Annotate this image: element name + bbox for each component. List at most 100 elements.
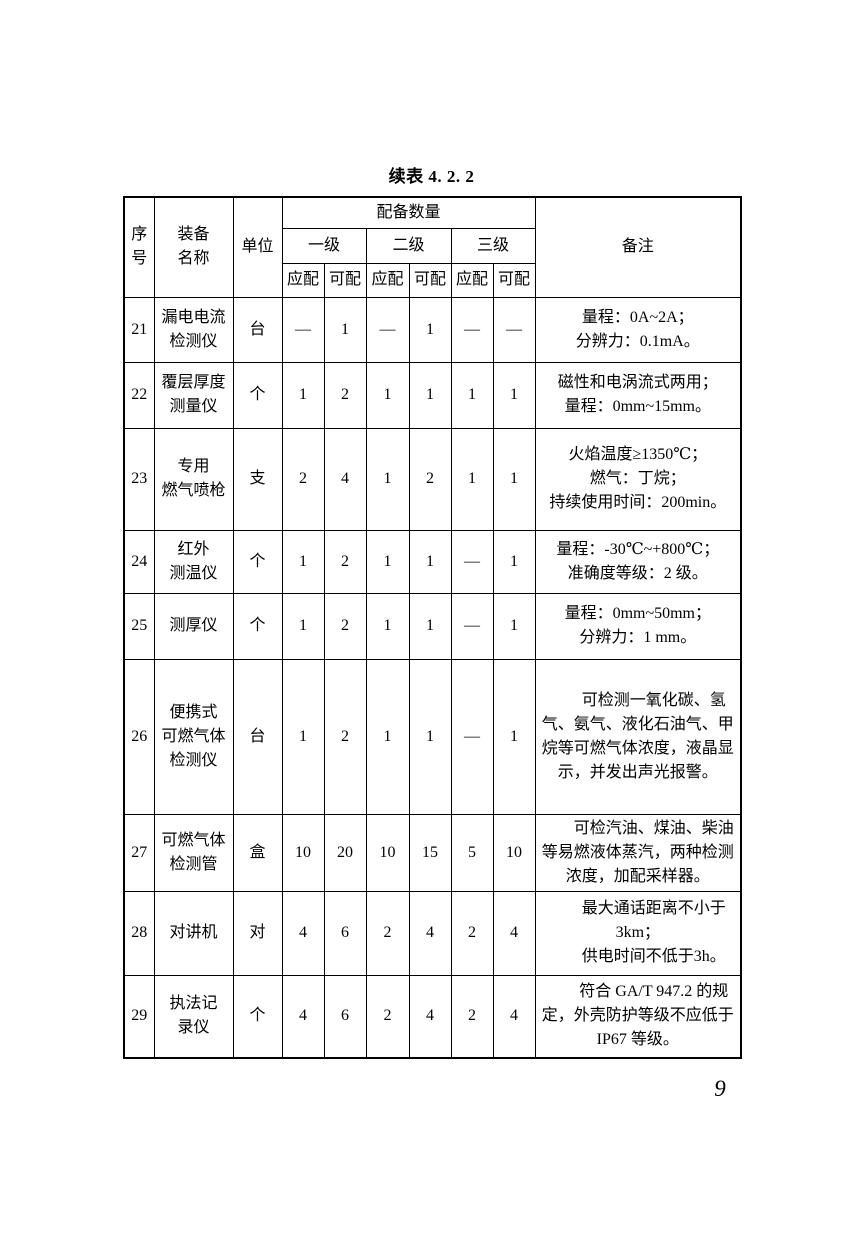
qty-cell: 2 xyxy=(450,890,494,976)
remark-cell: 量程：0A~2A； 分辨力：0.1mA。 xyxy=(534,296,742,363)
qty-cell: 1 xyxy=(492,361,536,429)
qty-cell: — xyxy=(365,296,410,363)
qty-cell: 1 xyxy=(492,427,536,531)
table-row: 28 对讲机 对 4 6 2 4 2 4 最大通话距离不小于3km； 供电时间不… xyxy=(123,890,742,976)
qty-cell: 10 xyxy=(365,813,410,892)
unit-cell: 盒 xyxy=(232,813,283,892)
header-row-1: 序 号 装备 名称 单位 配备数量 备注 xyxy=(123,196,742,298)
table-row: 26 便携式 可燃气体 检测仪 台 1 2 1 1 — 1 可检测一氧化碳、氢气… xyxy=(123,658,742,815)
remark-cell: 火焰温度≥1350℃； 燃气：丁烷； 持续使用时间：200min。 xyxy=(534,427,742,531)
remark-cell: 磁性和电涡流式两用； 量程：0mm~15mm。 xyxy=(534,361,742,429)
col-header-sub-0: 应配 xyxy=(281,262,325,298)
qty-cell: 1 xyxy=(281,529,325,594)
qty-cell: 2 xyxy=(323,592,367,660)
qty-cell: — xyxy=(450,592,494,660)
qty-cell: — xyxy=(492,296,536,363)
qty-cell: 4 xyxy=(281,974,325,1059)
col-header-sub-1: 可配 xyxy=(323,262,367,298)
qty-cell: 6 xyxy=(323,890,367,976)
col-header-level-3: 三级 xyxy=(450,227,536,264)
unit-cell: 台 xyxy=(232,658,283,815)
row-no-cell: 22 xyxy=(123,361,155,429)
qty-cell: 2 xyxy=(323,658,367,815)
table-title: 续表 4. 2. 2 xyxy=(388,167,475,186)
qty-cell: 1 xyxy=(365,658,410,815)
col-header-sub-4: 应配 xyxy=(450,262,494,298)
qty-cell: 1 xyxy=(323,296,367,363)
qty-cell: 4 xyxy=(492,974,536,1059)
remark-cell: 量程：0mm~50mm； 分辨力：1 mm。 xyxy=(534,592,742,660)
table-row: 24 红外 测温仪 个 1 2 1 1 — 1 量程：-30℃~+800℃； 准… xyxy=(123,529,742,594)
qty-cell: 4 xyxy=(492,890,536,976)
qty-cell: 4 xyxy=(281,890,325,976)
qty-cell: 15 xyxy=(408,813,452,892)
row-no-cell: 23 xyxy=(123,427,155,531)
remark-cell: 符合 GA/T 947.2 的规定，外壳防护等级不应低于 IP67 等级。 xyxy=(534,974,742,1059)
qty-cell: 1 xyxy=(408,361,452,429)
remark-cell: 可检测一氧化碳、氢气、氨气、液化石油气、甲烷等可燃气体浓度，液晶显示，并发出声光… xyxy=(534,658,742,815)
table-row: 23 专用 燃气喷枪 支 2 4 1 2 1 1 火焰温度≥1350℃； 燃气：… xyxy=(123,427,742,531)
qty-cell: 1 xyxy=(365,529,410,594)
qty-cell: 4 xyxy=(323,427,367,531)
col-header-sub-5: 可配 xyxy=(492,262,536,298)
qty-cell: 4 xyxy=(408,974,452,1059)
qty-cell: 1 xyxy=(281,592,325,660)
qty-cell: 5 xyxy=(450,813,494,892)
unit-cell: 台 xyxy=(232,296,283,363)
row-no-cell: 21 xyxy=(123,296,155,363)
qty-cell: 1 xyxy=(408,296,452,363)
equipment-name-cell: 执法记 录仪 xyxy=(153,974,234,1059)
qty-cell: 2 xyxy=(323,529,367,594)
col-header-no: 序 号 xyxy=(123,196,155,298)
unit-cell: 个 xyxy=(232,974,283,1059)
table-row: 29 执法记 录仪 个 4 6 2 4 2 4 符合 GA/T 947.2 的规… xyxy=(123,974,742,1059)
qty-cell: — xyxy=(450,529,494,594)
qty-cell: 1 xyxy=(492,592,536,660)
equipment-name-cell: 测厚仪 xyxy=(153,592,234,660)
qty-cell: — xyxy=(450,296,494,363)
qty-cell: 1 xyxy=(492,529,536,594)
row-no-cell: 26 xyxy=(123,658,155,815)
unit-cell: 个 xyxy=(232,529,283,594)
qty-cell: 2 xyxy=(323,361,367,429)
unit-cell: 个 xyxy=(232,592,283,660)
col-header-level-2: 二级 xyxy=(365,227,452,264)
remark-cell: 最大通话距离不小于3km； 供电时间不低于3h。 xyxy=(534,890,742,976)
qty-cell: 1 xyxy=(365,427,410,531)
col-header-sub-2: 应配 xyxy=(365,262,410,298)
unit-cell: 支 xyxy=(232,427,283,531)
row-no-cell: 24 xyxy=(123,529,155,594)
table-row: 22 覆层厚度 测量仪 个 1 2 1 1 1 1 磁性和电涡流式两用； 量程：… xyxy=(123,361,742,429)
page-number: 9 xyxy=(714,1076,726,1101)
equipment-name-cell: 便携式 可燃气体 检测仪 xyxy=(153,658,234,815)
header-row-2: 一级 二级 三级 xyxy=(124,227,741,264)
qty-cell: 2 xyxy=(408,427,452,531)
qty-cell: 2 xyxy=(365,974,410,1059)
equipment-name-cell: 覆层厚度 测量仪 xyxy=(153,361,234,429)
equipment-name-cell: 专用 燃气喷枪 xyxy=(153,427,234,531)
qty-cell: 6 xyxy=(323,974,367,1059)
qty-cell: 1 xyxy=(492,658,536,815)
qty-cell: 2 xyxy=(365,890,410,976)
col-header-sub-3: 可配 xyxy=(408,262,452,298)
remark-cell: 可检汽油、煤油、柴油等易燃液体蒸汽，两种检测浓度，加配采样器。 xyxy=(534,813,742,892)
equipment-table: 序 号 装备 名称 单位 配备数量 备注 一级 二级 三级 应配 可配 应配 可… xyxy=(123,196,743,1059)
qty-cell: 2 xyxy=(450,974,494,1059)
row-no-cell: 29 xyxy=(123,974,155,1059)
qty-cell: 1 xyxy=(408,592,452,660)
equipment-name-cell: 对讲机 xyxy=(153,890,234,976)
remark-cell: 量程：-30℃~+800℃； 准确度等级：2 级。 xyxy=(534,529,742,594)
equipment-name-cell: 可燃气体 检测管 xyxy=(153,813,234,892)
unit-cell: 对 xyxy=(232,890,283,976)
qty-cell: 4 xyxy=(408,890,452,976)
qty-cell: 2 xyxy=(281,427,325,531)
qty-cell: 1 xyxy=(281,361,325,429)
table-row: 21 漏电电流 检测仪 台 — 1 — 1 — — 量程：0A~2A； 分辨力：… xyxy=(123,296,742,363)
col-header-level-1: 一级 xyxy=(281,227,367,264)
header-row-3: 应配 可配 应配 可配 应配 可配 xyxy=(124,262,741,298)
qty-cell: 10 xyxy=(492,813,536,892)
qty-cell: 10 xyxy=(281,813,325,892)
row-no-cell: 25 xyxy=(123,592,155,660)
col-header-unit: 单位 xyxy=(232,196,283,298)
